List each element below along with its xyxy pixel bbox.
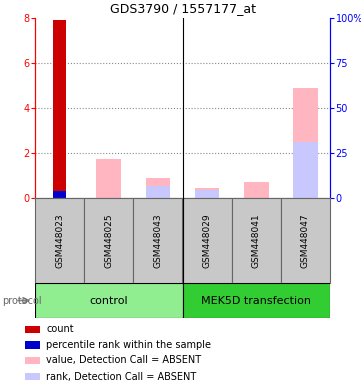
- Text: GSM448029: GSM448029: [203, 213, 212, 268]
- Title: GDS3790 / 1557177_at: GDS3790 / 1557177_at: [109, 2, 256, 15]
- Bar: [195, 190, 219, 198]
- Text: GSM448043: GSM448043: [153, 213, 162, 268]
- Bar: [183, 283, 330, 318]
- Bar: [195, 188, 219, 198]
- Bar: [281, 198, 330, 283]
- Text: MEK5D transfection: MEK5D transfection: [201, 296, 311, 306]
- Text: GSM448023: GSM448023: [55, 213, 64, 268]
- Bar: [53, 20, 66, 198]
- Bar: [293, 88, 318, 198]
- Bar: [96, 159, 121, 198]
- Bar: [183, 198, 232, 283]
- Bar: [35, 198, 84, 283]
- Bar: [84, 198, 133, 283]
- Text: GSM448047: GSM448047: [301, 213, 310, 268]
- Text: control: control: [90, 296, 128, 306]
- Text: GSM448041: GSM448041: [252, 213, 261, 268]
- Bar: [145, 185, 170, 198]
- Text: value, Detection Call = ABSENT: value, Detection Call = ABSENT: [47, 356, 201, 366]
- Text: percentile rank within the sample: percentile rank within the sample: [47, 340, 212, 350]
- Bar: [53, 191, 66, 198]
- Bar: [145, 178, 170, 198]
- Bar: [25, 357, 40, 364]
- Text: rank, Detection Call = ABSENT: rank, Detection Call = ABSENT: [47, 372, 197, 382]
- Bar: [133, 198, 183, 283]
- Text: protocol: protocol: [2, 296, 42, 306]
- Bar: [25, 341, 40, 349]
- Bar: [293, 142, 318, 198]
- Bar: [25, 326, 40, 333]
- Text: count: count: [47, 324, 74, 334]
- Bar: [25, 373, 40, 380]
- Bar: [244, 182, 269, 198]
- Bar: [232, 198, 281, 283]
- Text: GSM448025: GSM448025: [104, 213, 113, 268]
- Bar: [35, 283, 183, 318]
